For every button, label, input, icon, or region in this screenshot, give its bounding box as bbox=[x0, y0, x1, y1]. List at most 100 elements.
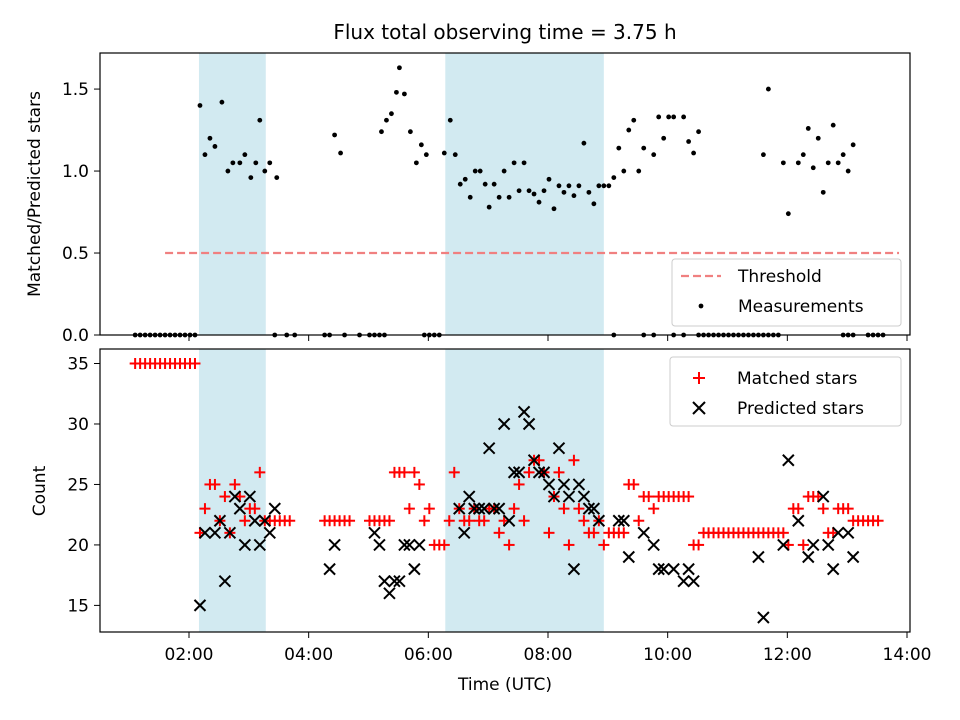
predicted-stars-point bbox=[822, 538, 835, 552]
matched-stars-point bbox=[398, 466, 410, 478]
matched-stars-point bbox=[513, 478, 525, 490]
measurements-point bbox=[686, 139, 692, 144]
top-y-axis-label: Matched/Predicted stars bbox=[25, 91, 45, 297]
predicted-stars-point bbox=[682, 562, 695, 576]
measurements-point bbox=[506, 194, 512, 200]
predicted-stars-point bbox=[792, 514, 805, 527]
measurements-point bbox=[621, 168, 627, 174]
measurements-point bbox=[631, 117, 637, 123]
measurements-point bbox=[581, 140, 587, 146]
matched-stars-point bbox=[792, 503, 804, 515]
measurements-point bbox=[611, 175, 617, 181]
predicted-stars-point bbox=[502, 514, 516, 527]
legend-measurements-swatch bbox=[698, 303, 704, 309]
matched-stars-point bbox=[543, 527, 555, 539]
matched-stars-point bbox=[872, 515, 884, 527]
measurements-point bbox=[780, 160, 786, 166]
matched-stars-point bbox=[254, 466, 266, 478]
measurements-point bbox=[641, 145, 647, 151]
measurements-point bbox=[526, 188, 532, 194]
matched-stars-point bbox=[842, 503, 854, 515]
x-tick-label: 14:00 bbox=[883, 645, 932, 665]
predicted-stars-point bbox=[807, 538, 820, 552]
bottom-panel-frame bbox=[99, 348, 911, 633]
legend-measurements-label: Measurements bbox=[738, 297, 864, 317]
x-tick-label: 04:00 bbox=[284, 645, 333, 665]
matched-stars-point bbox=[463, 515, 475, 527]
predicted-stars-point bbox=[492, 502, 506, 515]
measurements-point bbox=[586, 189, 592, 195]
measurements-point bbox=[407, 129, 413, 135]
matched-stars-point bbox=[418, 515, 430, 527]
measurements-point bbox=[556, 183, 562, 189]
predicted-stars-point bbox=[218, 574, 232, 588]
predicted-stars-point bbox=[537, 466, 551, 479]
matched-stars-point bbox=[523, 466, 535, 478]
measurements-point bbox=[472, 168, 478, 174]
top-legend-box bbox=[671, 258, 902, 327]
predicted-stars-point bbox=[612, 514, 626, 527]
measurements-point bbox=[840, 152, 846, 158]
matched-stars-point bbox=[573, 503, 585, 515]
top-shaded-interval bbox=[198, 53, 266, 335]
predicted-stars-point bbox=[408, 562, 421, 576]
measurements-point bbox=[467, 194, 473, 200]
predicted-stars-point bbox=[657, 562, 670, 576]
bottom-legend: Matched stars Predicted stars bbox=[669, 356, 902, 427]
measurements-point bbox=[413, 160, 419, 166]
predicted-stars-point bbox=[527, 454, 541, 467]
matched-stars-point bbox=[588, 527, 600, 539]
matched-stars-point bbox=[249, 503, 261, 515]
measurements-point bbox=[521, 160, 527, 166]
predicted-stars-point bbox=[453, 502, 466, 515]
predicted-stars-point bbox=[463, 490, 476, 503]
predicted-stars-point bbox=[562, 490, 576, 503]
measurements-point bbox=[501, 168, 507, 174]
matched-stars-point bbox=[438, 539, 450, 551]
matched-stars-point bbox=[633, 515, 645, 527]
measurements-point bbox=[482, 181, 488, 187]
measurements-point bbox=[441, 150, 447, 156]
predicted-stars-point bbox=[398, 538, 411, 552]
top-panel-frame bbox=[99, 52, 911, 336]
matched-stars-point bbox=[578, 515, 590, 527]
predicted-stars-point bbox=[223, 526, 237, 540]
measurements-point bbox=[561, 189, 567, 195]
predicted-stars-point bbox=[198, 526, 212, 540]
bottom-y-tick-label: 20 bbox=[67, 536, 89, 556]
measurements-point bbox=[815, 135, 821, 141]
predicted-stars-point bbox=[467, 502, 481, 515]
matched-stars-point bbox=[553, 466, 565, 478]
measurements-point bbox=[566, 183, 572, 189]
predicted-stars-point bbox=[757, 611, 770, 624]
matched-stars-point bbox=[284, 515, 296, 527]
measurements-point bbox=[237, 160, 243, 166]
measurements-point bbox=[248, 175, 254, 181]
measurements-point bbox=[457, 181, 463, 187]
matched-stars-point bbox=[344, 515, 356, 527]
predicted-stars-point bbox=[687, 574, 700, 588]
predicted-stars-point bbox=[677, 574, 690, 588]
predicted-stars-point bbox=[617, 514, 630, 527]
matched-stars-point bbox=[478, 515, 490, 527]
matched-stars-point bbox=[448, 466, 460, 478]
matched-stars-point bbox=[683, 491, 695, 503]
predicted-stars-point bbox=[567, 562, 581, 576]
measurements-point bbox=[257, 117, 263, 123]
predicted-stars-point bbox=[752, 550, 765, 564]
predicted-stars-point bbox=[383, 587, 396, 600]
measurements-point bbox=[800, 152, 806, 158]
matched-stars-point bbox=[518, 515, 530, 527]
measurements-point bbox=[207, 135, 213, 141]
matched-stars-point bbox=[383, 515, 395, 527]
matched-stars-point bbox=[189, 358, 201, 370]
predicted-stars-point bbox=[403, 538, 416, 552]
measurements-point bbox=[418, 142, 424, 148]
legend-predicted-label: Predicted stars bbox=[737, 399, 864, 419]
measurements-point bbox=[384, 117, 389, 123]
predicted-stars-point bbox=[532, 466, 546, 479]
predicted-stars-point bbox=[802, 550, 815, 564]
predicted-stars-point bbox=[208, 526, 222, 540]
measurements-point bbox=[601, 183, 607, 189]
predicted-stars-point bbox=[582, 502, 596, 515]
